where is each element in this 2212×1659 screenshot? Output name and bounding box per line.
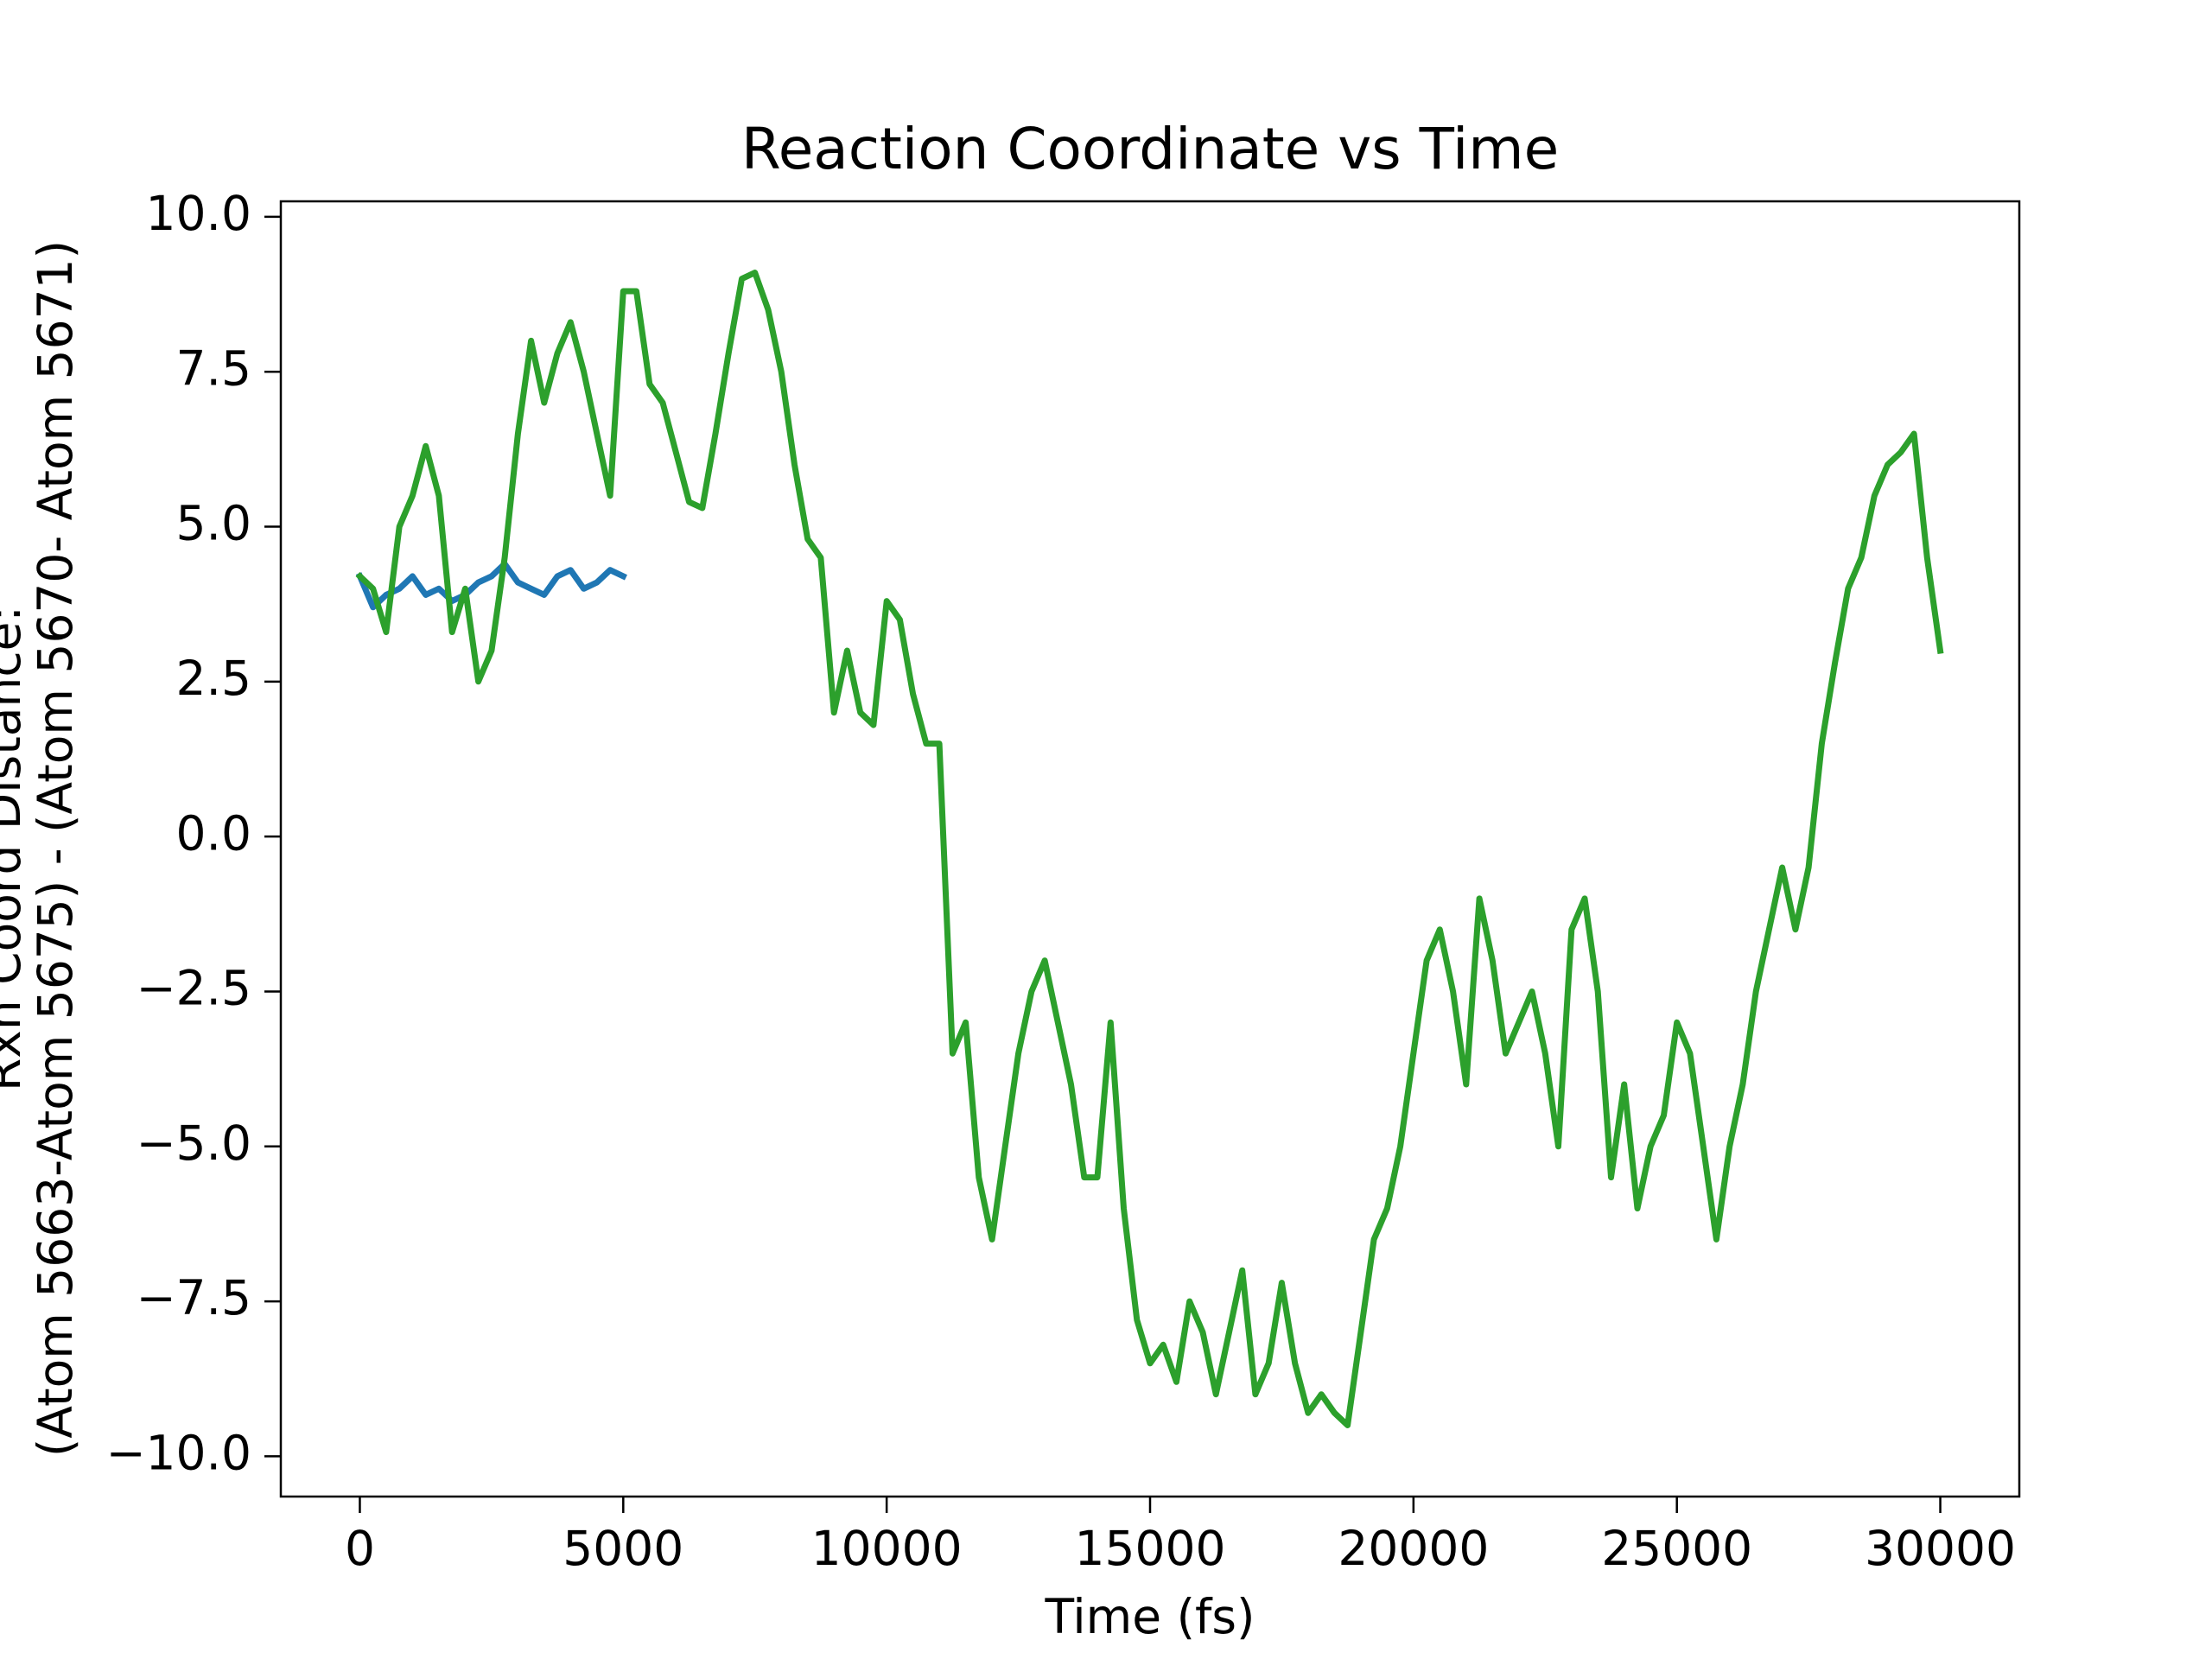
x-tick-label: 0 bbox=[345, 1521, 375, 1576]
y-tick-label: −2.5 bbox=[136, 961, 251, 1016]
y-tick-label: −7.5 bbox=[136, 1270, 251, 1325]
x-axis-label: Time (fs) bbox=[1044, 1589, 1255, 1644]
x-tick-label: 10000 bbox=[811, 1521, 963, 1576]
y-tick-label: 2.5 bbox=[176, 651, 251, 706]
x-tick-label: 5000 bbox=[563, 1521, 683, 1576]
y-tick-label: −10.0 bbox=[105, 1426, 251, 1481]
series-line bbox=[355, 270, 1944, 1428]
y-tick-label: 10.0 bbox=[146, 186, 251, 241]
y-axis-label: (Atom 5663-Atom 5675) - (Atom 5670- Atom… bbox=[28, 240, 83, 1457]
y-tick-label: 0.0 bbox=[176, 805, 251, 861]
x-tick-label: 30000 bbox=[1865, 1521, 2016, 1576]
x-tick-label: 15000 bbox=[1075, 1521, 1226, 1576]
series-line bbox=[355, 561, 627, 611]
y-axis-label: Rxn Coord Distance: bbox=[0, 606, 31, 1091]
y-tick-label: 7.5 bbox=[176, 340, 251, 396]
plot-frame bbox=[279, 200, 2021, 1498]
chart-title: Reaction Coordinate vs Time bbox=[741, 116, 1559, 182]
y-tick-label: −5.0 bbox=[136, 1116, 251, 1171]
x-tick-label: 20000 bbox=[1338, 1521, 1489, 1576]
y-tick-label: 5.0 bbox=[176, 496, 251, 551]
x-tick-label: 25000 bbox=[1601, 1521, 1752, 1576]
